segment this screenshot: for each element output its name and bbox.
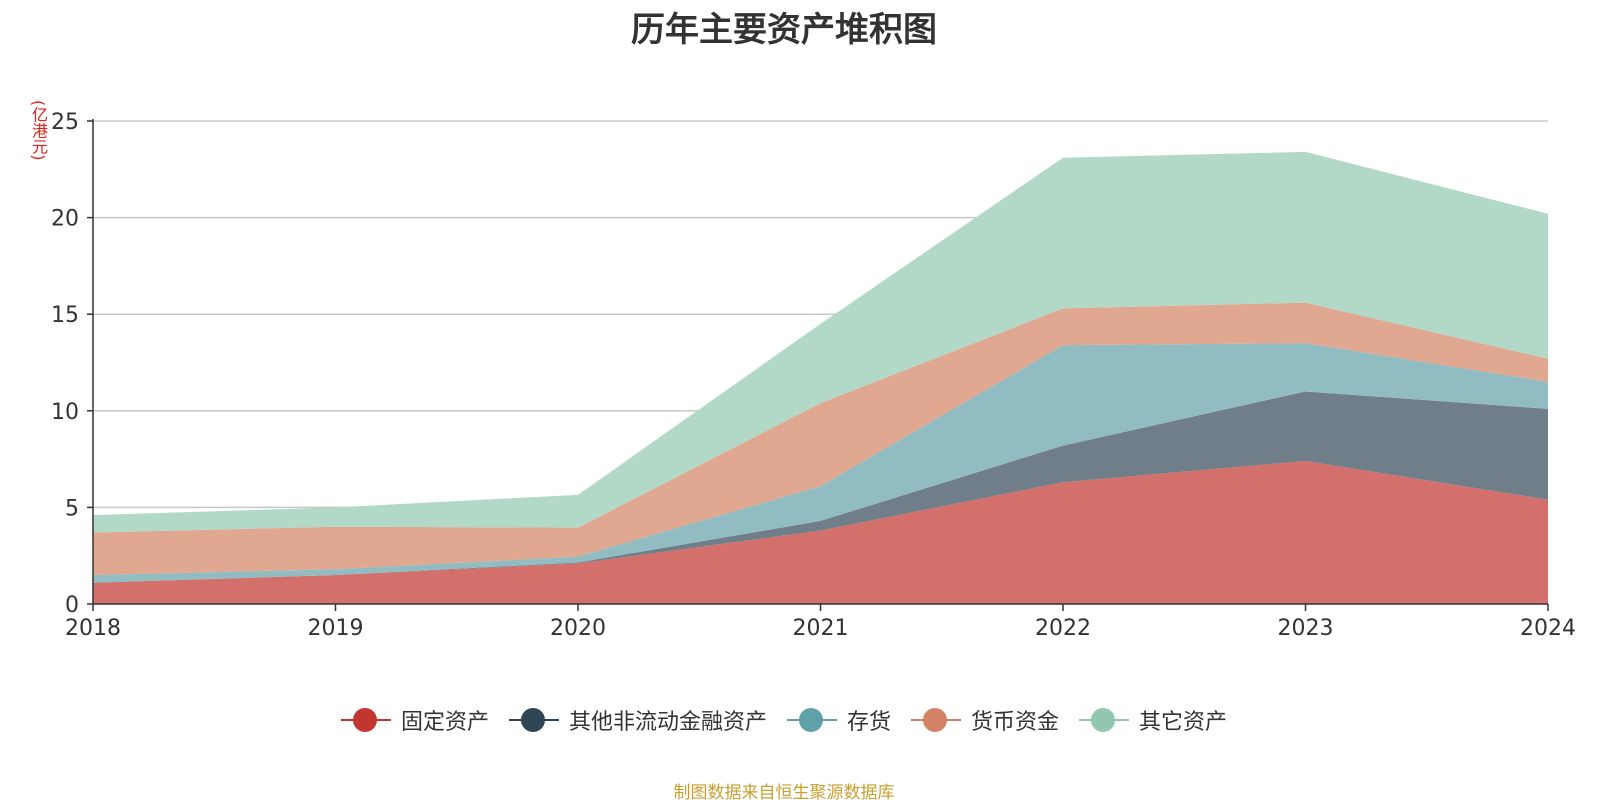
legend-marker-icon xyxy=(786,707,837,733)
area-series xyxy=(93,151,1548,604)
legend-label: 存货 xyxy=(846,710,891,735)
x-tick-label-2023: 2023 xyxy=(1278,616,1334,641)
y-tick-label-5: 5 xyxy=(65,496,79,521)
x-tick-label-2020: 2020 xyxy=(550,616,606,641)
x-tick-label-2022: 2022 xyxy=(1035,616,1091,641)
x-tick-label-2024: 2024 xyxy=(1520,616,1576,641)
area-series-1 xyxy=(93,391,1548,583)
area-series-3 xyxy=(93,302,1548,576)
area-series-0 xyxy=(93,461,1548,604)
legend-marker-icon xyxy=(340,707,391,733)
legend: 固定资产 其他非流动金融资产 存货 货币资金 其它资产 xyxy=(0,704,1568,736)
legend-label: 固定资产 xyxy=(400,710,489,735)
x-tick-label-2018: 2018 xyxy=(65,616,121,641)
axes: 0 5 10 15 20 25 2018 2019 2020 2021 2022 2023 2024 xyxy=(51,110,1576,641)
legend-label: 货币资金 xyxy=(971,710,1060,735)
y-tick-label-0: 0 xyxy=(65,593,79,618)
y-tick-label-15: 15 xyxy=(51,303,79,328)
area-series-4 xyxy=(93,151,1548,533)
x-tick-label-2021: 2021 xyxy=(793,616,849,641)
legend-marker-icon xyxy=(508,707,559,733)
area-series-2 xyxy=(93,343,1548,583)
legend-marker-icon xyxy=(1079,707,1130,733)
legend-item-4[interactable]: 其它资产 xyxy=(1079,704,1227,736)
legend-item-0[interactable]: 固定资产 xyxy=(340,704,489,736)
legend-label: 其它资产 xyxy=(1139,710,1228,735)
legend-label: 其他非流动金融资产 xyxy=(568,710,767,735)
x-tick-label-2019: 2019 xyxy=(308,616,364,641)
legend-item-3[interactable]: 货币资金 xyxy=(911,704,1059,736)
legend-item-2[interactable]: 存货 xyxy=(786,704,891,736)
data-source-note: 制图数据来自恒生聚源数据库 xyxy=(673,783,895,803)
legend-marker-icon xyxy=(911,707,961,733)
legend-item-1[interactable]: 其他非流动金融资产 xyxy=(508,704,767,736)
y-tick-label-10: 10 xyxy=(51,400,79,425)
y-tick-label-25: 25 xyxy=(51,110,79,135)
chart-title: 历年主要资产堆积图 xyxy=(631,10,937,50)
y-tick-label-20: 20 xyxy=(51,207,79,232)
y-axis-unit: (亿港元) xyxy=(29,100,48,161)
